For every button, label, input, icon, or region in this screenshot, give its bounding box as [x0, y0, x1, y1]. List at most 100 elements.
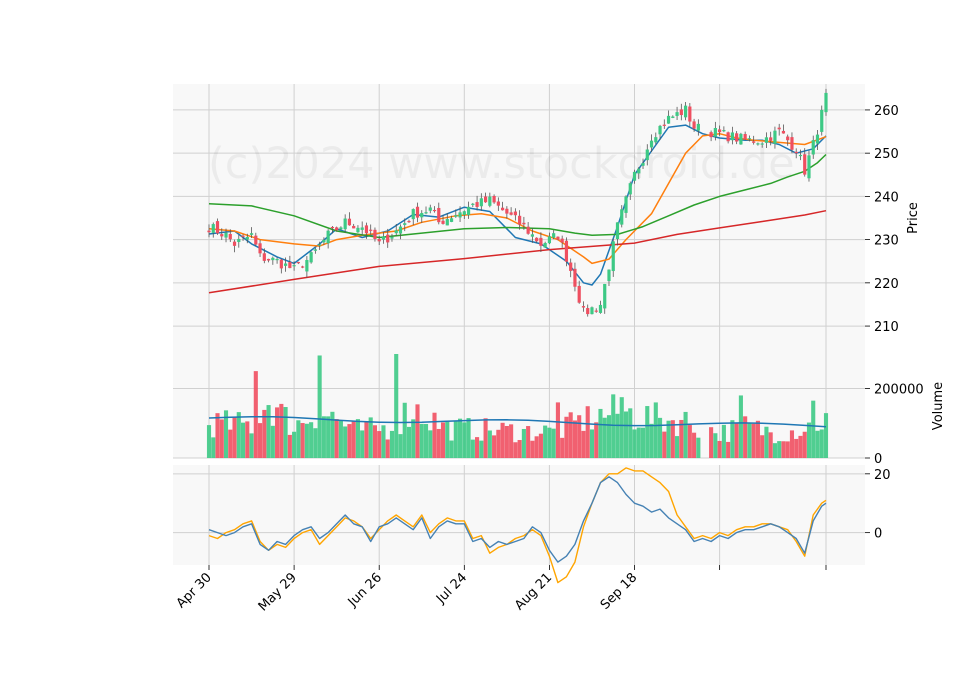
candle [471, 202, 475, 208]
volume-bar [738, 395, 743, 458]
price-tick-label: 250 [874, 147, 899, 162]
candle [390, 233, 394, 242]
candle-body [671, 116, 675, 118]
candle [790, 132, 794, 154]
candle [445, 213, 449, 226]
candle [598, 300, 603, 314]
volume-bar [483, 418, 488, 458]
candle-body [241, 235, 245, 237]
volume-bar [755, 420, 760, 458]
candle-body [262, 253, 266, 261]
volume-bar [449, 440, 454, 458]
candle [603, 283, 607, 314]
candle-body [598, 304, 603, 313]
volume-bar [747, 423, 752, 458]
candle [628, 181, 632, 200]
candle-body [594, 310, 598, 312]
candle [330, 225, 334, 234]
candle [411, 208, 415, 226]
candle-body [577, 285, 581, 303]
candle [258, 239, 262, 257]
candle [313, 247, 317, 254]
candle [381, 232, 386, 244]
volume-bar [313, 428, 318, 458]
candle-body [407, 220, 411, 223]
candle [318, 241, 322, 250]
candle-body [301, 266, 305, 268]
volume-bar [645, 406, 650, 458]
volume-bar [713, 433, 718, 458]
candle [679, 103, 683, 121]
candle-body [747, 138, 752, 140]
candle [215, 218, 220, 235]
candle-body [718, 129, 722, 133]
candle [228, 229, 232, 242]
volume-bar [389, 430, 395, 458]
candle-body [811, 140, 815, 155]
candle [394, 223, 398, 236]
volume-bar [496, 429, 501, 458]
volume-bar [262, 409, 267, 458]
candle [369, 224, 373, 235]
x-tick-label: Jul 24 [433, 570, 470, 607]
candle-body [539, 237, 543, 246]
candle [692, 118, 696, 132]
candle-body [343, 218, 347, 230]
candle [637, 167, 641, 180]
candle [564, 237, 569, 267]
oscillator-lines [208, 467, 827, 584]
volume-bar [670, 420, 675, 458]
candle-body [535, 237, 539, 242]
candle-body [454, 215, 458, 217]
candle [535, 237, 539, 243]
candle-body [624, 196, 628, 213]
volume-bar [334, 419, 339, 458]
candle-body [224, 232, 228, 238]
volume-bar [683, 411, 688, 458]
volume-bar [240, 422, 246, 458]
candle-body [658, 125, 662, 135]
volume-bar [636, 427, 641, 458]
volume-bar [440, 422, 446, 458]
candle [335, 226, 339, 232]
candle-body [530, 234, 534, 237]
candle-body [547, 236, 552, 244]
candle [611, 238, 615, 277]
price-tick-label: 240 [874, 190, 899, 205]
volume-bar [726, 441, 731, 458]
x-tick-label: Sep 18 [598, 570, 641, 613]
candle-body [764, 137, 769, 143]
candle-body [279, 259, 283, 269]
volume-bar [292, 431, 297, 458]
volume-bar [385, 439, 390, 458]
candle [424, 206, 428, 215]
volume-bar [206, 425, 212, 458]
candle [726, 131, 730, 144]
candle [496, 197, 500, 211]
volume-bar [275, 407, 280, 458]
candle-body [581, 306, 586, 308]
candle-body [522, 222, 526, 225]
candle [262, 248, 266, 264]
candle-body [377, 238, 381, 242]
volume-tick-label: 0 [874, 452, 882, 467]
candle-body [215, 221, 220, 234]
volume-bar [377, 431, 382, 458]
volume-bar [351, 420, 356, 458]
candle [407, 219, 411, 223]
candle-body [798, 154, 803, 157]
volume-bar [411, 419, 416, 458]
candle [237, 234, 241, 248]
candle [232, 239, 237, 253]
candle [526, 222, 530, 235]
candle-body [526, 226, 530, 234]
candle-body [709, 132, 713, 138]
candle-body [501, 207, 505, 211]
candle-body [275, 259, 279, 261]
x-tick-label: May 29 [256, 570, 300, 614]
candle-body [309, 252, 313, 263]
volume-bar [492, 435, 497, 458]
candle-body [211, 224, 215, 233]
candle [220, 228, 224, 241]
